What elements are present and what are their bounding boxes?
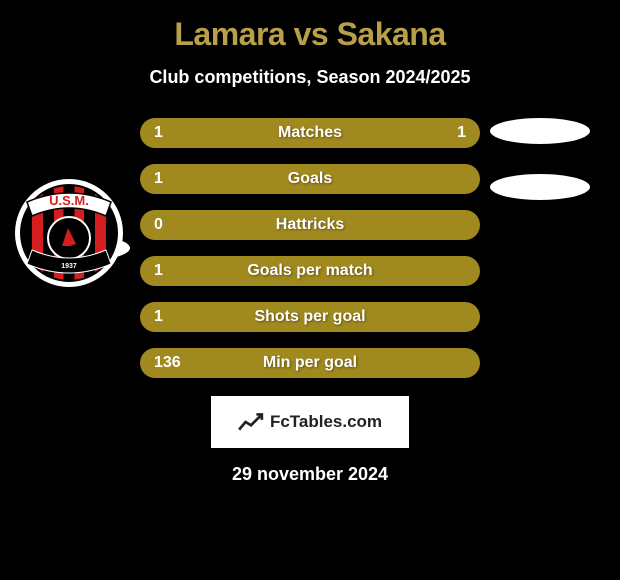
logo-year: 1937 [61,263,77,270]
stat-label: Matches [278,125,342,141]
stat-label: Shots per goal [254,309,365,325]
stat-value-left: 0 [154,217,163,233]
stat-row-mpg: 136 Min per goal [140,348,480,378]
stat-value-left: 1 [154,125,163,141]
stat-value-left: 1 [154,263,163,279]
fctables-label: FcTables.com [270,412,382,432]
stat-label: Hattricks [276,217,344,233]
stat-row-gpm: 1 Goals per match [140,256,480,286]
page-subtitle: Club competitions, Season 2024/2025 [20,67,600,88]
stat-value-left: 1 [154,171,163,187]
stat-row-matches: 1 1 Matches [140,118,480,148]
stat-label: Min per goal [263,355,357,371]
chart-icon [238,412,264,432]
stat-row-hattricks: 0 Hattricks [140,210,480,240]
stats-bars: 1 1 Matches 1 Goals 0 Hattricks 1 Goals per matc… [140,118,480,378]
logo-ribbon-text: U.S.M. [49,193,89,208]
date-label: 29 november 2024 [20,464,600,485]
club-logo-left: U.S.M. 1937 [14,178,124,288]
stat-value-left: 136 [154,355,181,371]
right-player-badge-1 [490,118,590,144]
fctables-watermark: FcTables.com [211,396,409,448]
page-title: Lamara vs Sakana [20,16,600,53]
stat-label: Goals [288,171,332,187]
right-player-badge-2 [490,174,590,200]
stat-row-spg: 1 Shots per goal [140,302,480,332]
stat-row-goals: 1 Goals [140,164,480,194]
stat-value-right: 1 [457,125,466,141]
stat-value-left: 1 [154,309,163,325]
stat-label: Goals per match [247,263,372,279]
